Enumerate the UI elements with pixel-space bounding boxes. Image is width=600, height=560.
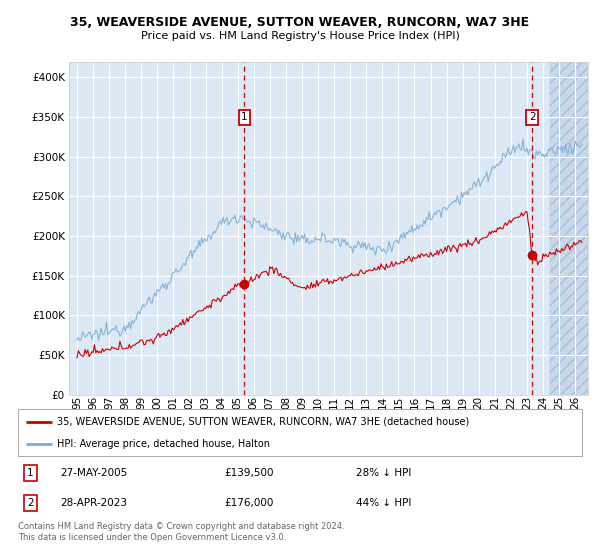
Text: 28-APR-2023: 28-APR-2023 [60,498,127,508]
Text: HPI: Average price, detached house, Halton: HPI: Average price, detached house, Halt… [58,438,271,449]
Text: 35, WEAVERSIDE AVENUE, SUTTON WEAVER, RUNCORN, WA7 3HE: 35, WEAVERSIDE AVENUE, SUTTON WEAVER, RU… [70,16,530,29]
Text: 27-MAY-2005: 27-MAY-2005 [60,468,128,478]
Text: 2: 2 [27,498,34,508]
Text: 1: 1 [241,112,248,122]
Text: £176,000: £176,000 [224,498,273,508]
Text: 35, WEAVERSIDE AVENUE, SUTTON WEAVER, RUNCORN, WA7 3HE (detached house): 35, WEAVERSIDE AVENUE, SUTTON WEAVER, RU… [58,417,470,427]
Text: 44% ↓ HPI: 44% ↓ HPI [356,498,412,508]
Text: 28% ↓ HPI: 28% ↓ HPI [356,468,412,478]
Text: This data is licensed under the Open Government Licence v3.0.: This data is licensed under the Open Gov… [18,533,286,542]
Bar [550,62,588,395]
Text: 1: 1 [27,468,34,478]
Text: 2: 2 [529,112,536,122]
Text: Contains HM Land Registry data © Crown copyright and database right 2024.: Contains HM Land Registry data © Crown c… [18,522,344,531]
Text: £139,500: £139,500 [224,468,274,478]
Text: Price paid vs. HM Land Registry's House Price Index (HPI): Price paid vs. HM Land Registry's House … [140,31,460,41]
